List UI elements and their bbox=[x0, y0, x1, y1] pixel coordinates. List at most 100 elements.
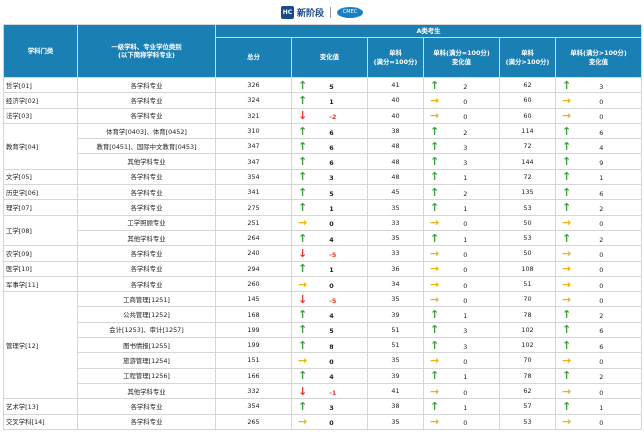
single100-cell: 41 bbox=[367, 382, 424, 400]
single150-change-value: 0 bbox=[599, 113, 604, 122]
total-cell: 265 bbox=[215, 413, 292, 430]
arrow-up-icon: ↑ bbox=[298, 170, 308, 184]
discipline-cell: 会计[1253]、审计[1257] bbox=[77, 321, 216, 339]
single100-change-cell: ↑ 3 bbox=[423, 337, 500, 354]
table-row: 其他学科专业 332 ↓ -1 41 → 0 62 → 0 bbox=[4, 382, 642, 400]
change-value: 6 bbox=[329, 128, 334, 137]
single100-cell: 34 bbox=[367, 275, 424, 293]
single100-change-cell: ↑ 1 bbox=[423, 398, 500, 415]
table-row: 历史学[06] 各学科专业 341 ↑ 5 45 ↑ 2 135 ↑ 6 bbox=[3, 184, 642, 201]
single100-cell: 39 bbox=[367, 306, 424, 323]
total-cell: 310 bbox=[215, 122, 292, 140]
change-value: 0 bbox=[329, 357, 334, 366]
change-value: 6 bbox=[329, 159, 334, 168]
single100-change-cell: ↑ 3 bbox=[423, 321, 500, 339]
single100-change-value: 0 bbox=[463, 250, 468, 259]
total-cell: 347 bbox=[215, 138, 292, 155]
total-cell: 251 bbox=[215, 214, 292, 231]
arrow-up-icon: ↑ bbox=[430, 338, 440, 352]
single100-change-cell: ↑ 1 bbox=[423, 199, 500, 216]
change-value: 5 bbox=[329, 327, 334, 336]
total-cell: 347 bbox=[215, 153, 292, 170]
table-row: 艺术学[13] 各学科专业 354 ↑ 3 38 ↑ 1 57 ↑ 1 bbox=[3, 398, 642, 415]
single100-change-value: 2 bbox=[463, 189, 468, 198]
arrow-up-icon: ↑ bbox=[430, 201, 440, 215]
single150-cell: 60 bbox=[499, 92, 556, 109]
change-cell: ↑ 3 bbox=[291, 168, 368, 186]
total-cell: 168 bbox=[215, 306, 292, 323]
change-cell: ↑ 4 bbox=[291, 306, 368, 323]
single150-cell: 72 bbox=[499, 168, 556, 186]
single150-cell: 50 bbox=[499, 214, 556, 231]
single100-cell: 35 bbox=[367, 199, 424, 216]
single100-cell: 45 bbox=[367, 184, 424, 201]
arrow-right-icon: → bbox=[298, 415, 308, 429]
discipline-cell: 其他学科专业 bbox=[77, 382, 216, 400]
change-cell: ↑ 6 bbox=[291, 153, 368, 170]
discipline-cell: 各学科专业 bbox=[77, 92, 216, 109]
total-cell: 264 bbox=[215, 229, 292, 247]
single100-change-value: 0 bbox=[463, 388, 468, 397]
single150-change-cell: ↑ 3 bbox=[555, 76, 642, 94]
single100-cell: 35 bbox=[367, 352, 424, 369]
change-value: 8 bbox=[329, 342, 334, 351]
total-cell: 260 bbox=[215, 275, 292, 293]
single100-change-cell: ↑ 1 bbox=[423, 367, 500, 384]
single150-cell: 53 bbox=[499, 199, 556, 216]
single150-change-value: 0 bbox=[599, 97, 604, 106]
arrow-right-icon: → bbox=[430, 384, 440, 398]
arrow-up-icon: ↑ bbox=[298, 323, 308, 337]
discipline-cell: 各学科专业 bbox=[77, 107, 216, 124]
header-single150-change: 单科(满分>100分) 变化值 bbox=[555, 37, 642, 78]
single150-change-cell: ↑ 1 bbox=[555, 168, 642, 186]
single150-cell: 62 bbox=[499, 76, 556, 94]
discipline-cell: 公共管理[1252] bbox=[77, 306, 216, 323]
change-cell: ↑ 5 bbox=[291, 76, 368, 94]
single100-change-cell: → 0 bbox=[423, 352, 500, 369]
discipline-cell: 旅游管理[1254] bbox=[77, 352, 216, 369]
change-cell: ↑ 5 bbox=[291, 321, 368, 339]
discipline-cell: 各学科专业 bbox=[77, 168, 216, 186]
change-cell: ↑ 5 bbox=[291, 184, 368, 201]
arrow-up-icon: ↑ bbox=[430, 78, 440, 92]
table-row: 图书情报[1255] 199 ↑ 8 51 ↑ 3 102 ↑ 6 bbox=[4, 337, 642, 354]
single150-cell: 62 bbox=[499, 382, 556, 400]
arrow-right-icon: → bbox=[430, 109, 440, 123]
arrow-up-icon: ↑ bbox=[298, 185, 308, 199]
single100-change-value: 0 bbox=[463, 266, 468, 275]
arrow-up-icon: ↑ bbox=[562, 338, 572, 352]
discipline-cell: 体育学[0403]、体育[0452] bbox=[77, 122, 216, 140]
discipline-cell: 各学科专业 bbox=[77, 199, 216, 216]
table-row: 军事学[11] 各学科专业 260 → 0 34 → 0 51 → 0 bbox=[3, 275, 642, 293]
category-cell: 工学[08] bbox=[3, 214, 78, 247]
arrow-right-icon: → bbox=[562, 384, 572, 398]
table-row: 工程管理[1256] 166 ↑ 4 39 ↑ 1 78 ↑ 2 bbox=[4, 367, 642, 384]
header-change: 变化值 bbox=[291, 37, 368, 78]
single100-change-value: 0 bbox=[463, 419, 468, 428]
single100-change-value: 1 bbox=[463, 403, 468, 412]
total-cell: 151 bbox=[215, 352, 292, 369]
total-cell: 294 bbox=[215, 260, 292, 277]
change-value: 0 bbox=[329, 220, 334, 229]
arrow-right-icon: → bbox=[562, 216, 572, 230]
table-row: 会计[1253]、审计[1257] 199 ↑ 5 51 ↑ 3 102 ↑ 6 bbox=[4, 321, 642, 339]
single100-change-value: 3 bbox=[463, 342, 468, 351]
single150-change-value: 0 bbox=[599, 296, 604, 305]
category-cell: 理学[07] bbox=[3, 199, 78, 216]
single150-cell: 102 bbox=[499, 337, 556, 354]
single100-cell: 40 bbox=[367, 92, 424, 109]
single150-change-value: 2 bbox=[599, 312, 604, 321]
table-row: 工学[08] 工学照顾专业 251 → 0 33 → 0 50 → 0 bbox=[3, 214, 642, 247]
header-group-a: A类考生 bbox=[215, 24, 642, 38]
arrow-up-icon: ↑ bbox=[562, 78, 572, 92]
arrow-right-icon: → bbox=[430, 93, 440, 107]
single100-change-cell: ↑ 1 bbox=[423, 168, 500, 186]
single100-cell: 41 bbox=[367, 76, 424, 94]
arrow-right-icon: → bbox=[430, 415, 440, 429]
single150-change-cell: → 0 bbox=[555, 107, 642, 124]
single100-change-value: 0 bbox=[463, 281, 468, 290]
arrow-up-icon: ↑ bbox=[298, 155, 308, 169]
arrow-up-icon: ↑ bbox=[430, 155, 440, 169]
single100-change-cell: → 0 bbox=[423, 107, 500, 124]
discipline-cell: 各学科专业 bbox=[77, 275, 216, 293]
